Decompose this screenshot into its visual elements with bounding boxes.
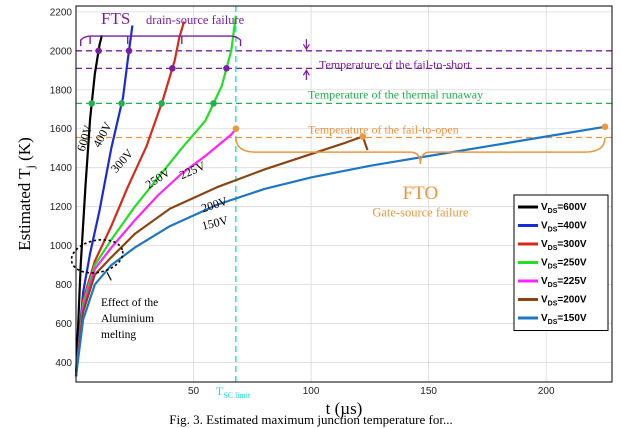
failure-marker <box>158 100 165 107</box>
y-tick-label: 2200 <box>50 7 73 18</box>
legend-entry: VDS=300V <box>541 239 587 252</box>
annotations: FTS drain-source failure Temperature of th… <box>70 9 606 341</box>
fts-arrowhead-bottom <box>302 69 310 76</box>
fts-sublabel: drain-source failure <box>146 13 245 27</box>
fts-arrowhead-top <box>302 43 310 51</box>
fto-marker <box>601 123 609 131</box>
thermal-runaway-label: Temperature of the thermal runaway <box>308 88 483 102</box>
failure-marker <box>210 100 217 107</box>
failure-marker <box>95 47 102 55</box>
y-tick-label: 1600 <box>50 124 73 135</box>
fts-bracket <box>80 35 242 47</box>
aluminium-label-line2: Aluminium <box>101 313 154 325</box>
fto-marker <box>359 133 367 140</box>
failure-marker <box>125 47 133 55</box>
aluminium-ellipse <box>70 238 124 274</box>
failure-marker <box>118 100 125 107</box>
x-axis-title: t (µs) <box>326 399 363 418</box>
legend-entry: VDS=225V <box>541 276 587 289</box>
tsc-limit-label: TSC limit <box>216 384 251 400</box>
series-line <box>74 21 186 377</box>
series-line <box>74 25 134 377</box>
legend-entry: VDS=600V <box>541 202 587 215</box>
reference-lines: TSC limit <box>76 6 612 400</box>
x-tick-label: 100 <box>303 386 320 397</box>
aluminium-label-line1: Effect of the <box>101 297 158 309</box>
legend: VDS=600V VDS=400V VDS=300V VDS=250V VDS=225V… <box>513 194 609 331</box>
failure-marker <box>169 65 176 72</box>
y-axis-ticks: 400 600 800 1000 1200 1400 1600 1800 2000 2200 <box>50 7 73 369</box>
y-tick-label: 1400 <box>50 163 73 174</box>
y-tick-label: 800 <box>55 280 72 291</box>
series-line <box>74 34 103 377</box>
fto-label: FTO <box>403 183 439 204</box>
fto-sublabel: Gate-source failure <box>372 205 469 219</box>
x-tick-label: 150 <box>420 386 437 397</box>
x-tick-label: 50 <box>188 386 200 397</box>
fts-label: FTS <box>101 9 130 28</box>
fail-to-short-label: Temperature of the fail-to-short <box>319 57 471 71</box>
y-axis-title: Estimated Tj (K) <box>15 137 37 251</box>
series-line <box>74 128 237 377</box>
y-tick-label: 600 <box>55 319 72 330</box>
series-line <box>74 135 369 377</box>
axis-titles: t (µs) Estimated Tj (K) <box>15 137 362 418</box>
legend-entry: VDS=250V <box>541 258 587 271</box>
x-tick-label: 200 <box>538 386 555 397</box>
failure-marker <box>88 100 96 107</box>
series-markers <box>88 47 609 140</box>
x-axis-ticks: 50 100 150 200 <box>188 386 555 397</box>
y-tick-label: 1000 <box>50 241 73 252</box>
series-line <box>74 125 606 377</box>
series-lines <box>74 15 606 377</box>
aluminium-pointer <box>106 272 112 281</box>
fto-marker <box>232 125 240 133</box>
curve-label: 150V <box>200 213 230 233</box>
failure-marker <box>223 65 230 72</box>
legend-entry: VDS=200V <box>541 295 587 308</box>
y-tick-label: 2000 <box>50 46 73 57</box>
grid <box>76 6 612 382</box>
series-line <box>74 15 237 377</box>
plot-frame <box>75 5 613 383</box>
y-tick-label: 1800 <box>50 85 73 96</box>
y-tick-label: 400 <box>55 358 72 369</box>
figure-caption: Fig. 3. Estimated maximum junction tempe… <box>169 412 452 427</box>
y-tick-label: 1200 <box>50 202 73 213</box>
legend-entry: VDS=400V <box>541 221 587 234</box>
aluminium-label-line3: melting <box>101 329 136 341</box>
legend-entry: VDS=150V <box>541 313 587 326</box>
fail-to-open-label: Temperature of the fail-to-open <box>308 123 459 137</box>
